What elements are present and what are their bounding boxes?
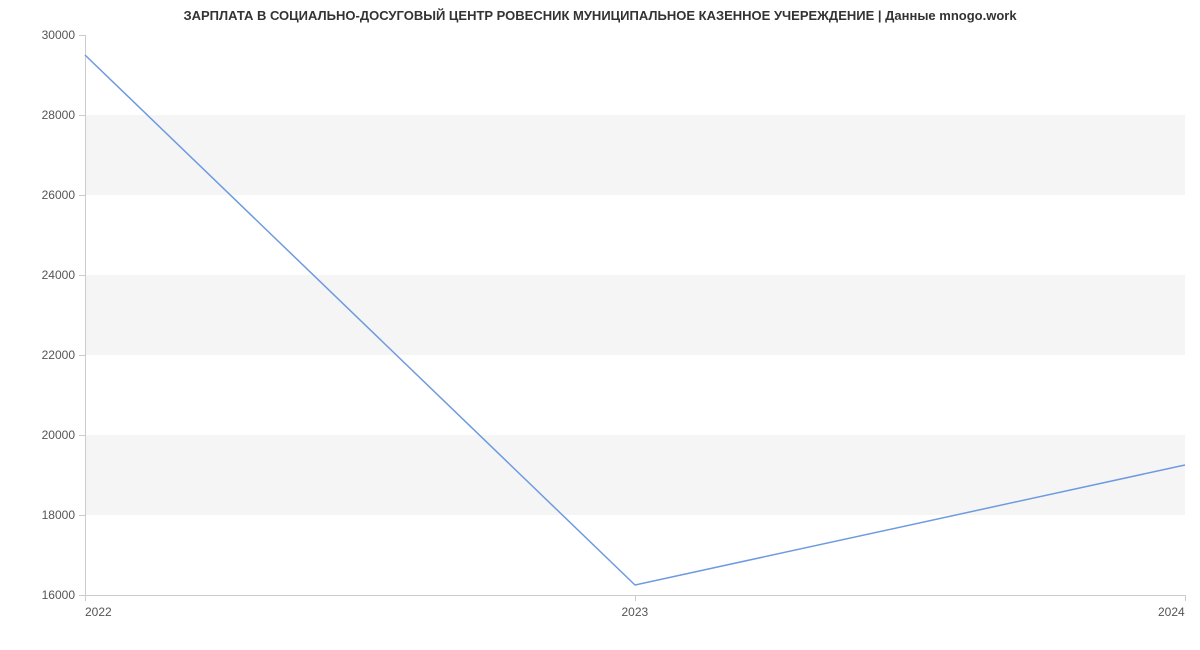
x-tick [1185,595,1186,601]
x-axis-label: 2024 [1158,605,1185,619]
x-axis-label: 2022 [85,605,112,619]
series-line [85,55,1185,585]
y-axis-label: 20000 [42,428,75,442]
line-chart: ЗАРПЛАТА В СОЦИАЛЬНО-ДОСУГОВЫЙ ЦЕНТР РОВ… [0,0,1200,650]
x-tick [635,595,636,601]
y-axis-label: 24000 [42,268,75,282]
y-axis-label: 30000 [42,28,75,42]
x-axis-label: 2023 [622,605,649,619]
data-line [85,35,1185,595]
chart-title: ЗАРПЛАТА В СОЦИАЛЬНО-ДОСУГОВЫЙ ЦЕНТР РОВ… [0,8,1200,23]
y-axis-label: 22000 [42,348,75,362]
x-tick [85,595,86,601]
y-axis-label: 16000 [42,588,75,602]
y-axis-label: 26000 [42,188,75,202]
y-axis-label: 18000 [42,508,75,522]
y-axis-label: 28000 [42,108,75,122]
plot-area [85,35,1185,595]
